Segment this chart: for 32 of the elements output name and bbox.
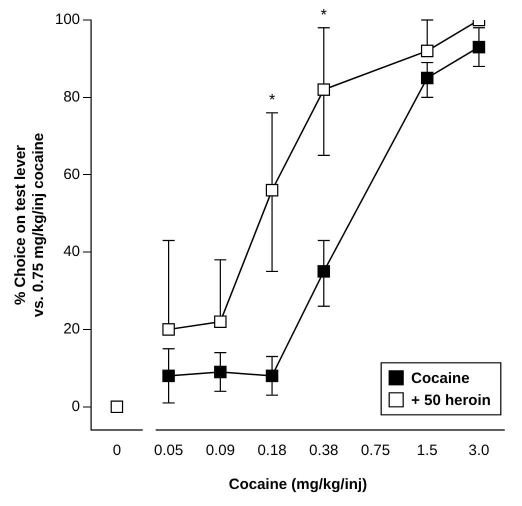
point xyxy=(110,400,124,414)
legend-label: + 50 heroin xyxy=(411,392,491,409)
point xyxy=(420,44,434,58)
annotation: * xyxy=(268,92,276,110)
point xyxy=(266,184,278,196)
annotation: * xyxy=(320,7,327,24)
point xyxy=(162,370,175,382)
y-tick-label: 0 xyxy=(72,398,80,415)
x-tick-label: 0.75 xyxy=(360,442,390,460)
x-tick-label: 0 xyxy=(112,442,122,460)
point xyxy=(420,72,434,84)
point xyxy=(472,40,486,54)
point xyxy=(214,315,227,328)
point xyxy=(266,370,278,382)
x-tick-label: 3.0 xyxy=(468,442,490,460)
point xyxy=(162,323,175,336)
y-axis-title: % Choice on test lever vs. 0.75 mg/kg/inj cocaine xyxy=(12,132,48,318)
x-tick-label: 1.5 xyxy=(416,442,438,460)
point xyxy=(214,366,227,378)
y-tick-label: 40 xyxy=(63,243,80,260)
y-tick-label: 20 xyxy=(63,320,80,338)
y-tick-label: 100 xyxy=(54,11,80,28)
x-tick-label: 0.18 xyxy=(257,442,287,460)
point xyxy=(318,83,330,96)
x-axis-title: Cocaine (mg/kg/inj) xyxy=(228,476,368,494)
legend-label: Cocaine xyxy=(411,370,470,387)
x-tick-label: 0.38 xyxy=(309,442,338,460)
point xyxy=(318,265,330,278)
x-tick-label: 0.09 xyxy=(206,442,235,460)
y-tick-label: 80 xyxy=(63,88,80,106)
x-tick-label: 0.05 xyxy=(154,442,184,460)
y-tick-label: 60 xyxy=(63,166,80,183)
